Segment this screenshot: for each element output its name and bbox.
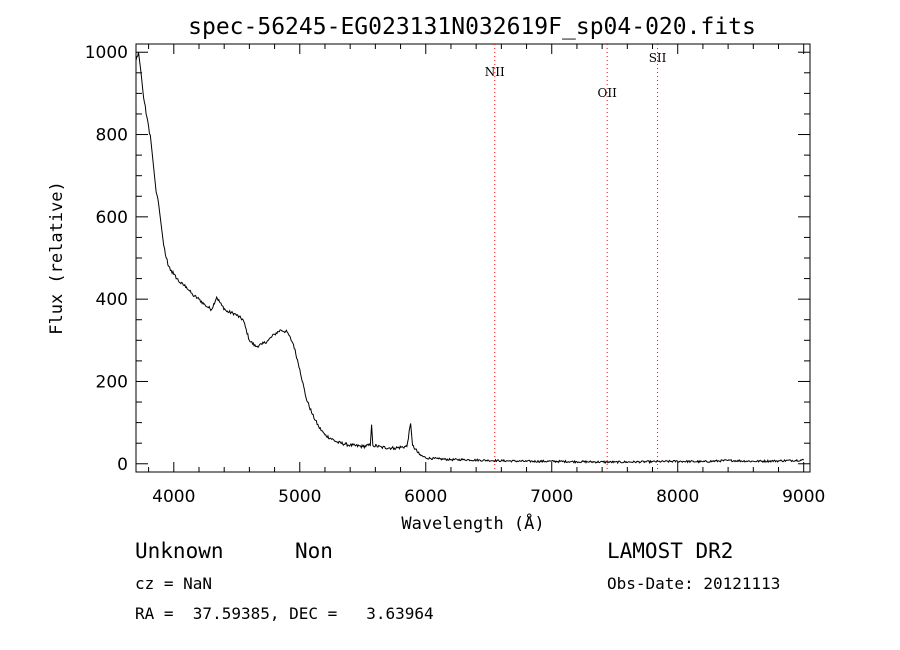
object-subclass: Non xyxy=(295,539,333,563)
y-axis-label: Flux (relative) xyxy=(47,181,67,335)
ref-line-label: NII xyxy=(485,65,505,79)
y-tick-label: 600 xyxy=(96,208,128,228)
plot-frame xyxy=(135,43,811,473)
axis-tick-labels: 4000 5000 6000 7000 8000 9000 0 200 400 600 800 100… xyxy=(85,43,826,507)
sky-coordinates: RA = 37.59385, DEC = 3.63964 xyxy=(135,604,434,623)
y-tick-label: 0 xyxy=(117,455,128,475)
x-tick-label: 9000 xyxy=(782,487,825,507)
redshift-cz: cz = NaN xyxy=(135,574,213,593)
ref-line-label: OII xyxy=(598,86,618,100)
x-tick-label: 8000 xyxy=(656,487,699,507)
y-tick-label: 800 xyxy=(96,126,128,146)
spectrum-line xyxy=(135,52,805,465)
emission-reference-lines: NII OII SII xyxy=(485,44,667,472)
survey-name: LAMOST DR2 xyxy=(607,539,734,563)
ref-line-label: SII xyxy=(649,51,667,65)
x-tick-label: 6000 xyxy=(404,487,447,507)
x-tick-label: 7000 xyxy=(530,487,573,507)
y-tick-label: 200 xyxy=(96,372,128,392)
y-tick-label: 400 xyxy=(96,290,128,310)
x-tick-label: 5000 xyxy=(278,487,321,507)
x-tick-label: 4000 xyxy=(152,487,195,507)
y-tick-label: 1000 xyxy=(85,43,128,63)
axis-ticks xyxy=(136,44,810,472)
chart-title: spec-56245-EG023131N032619F_sp04-020.fit… xyxy=(188,14,756,40)
observation-date: Obs-Date: 20121113 xyxy=(607,574,781,593)
x-axis-label: Wavelength (Å) xyxy=(401,512,544,534)
object-class: Unknown xyxy=(135,539,224,563)
